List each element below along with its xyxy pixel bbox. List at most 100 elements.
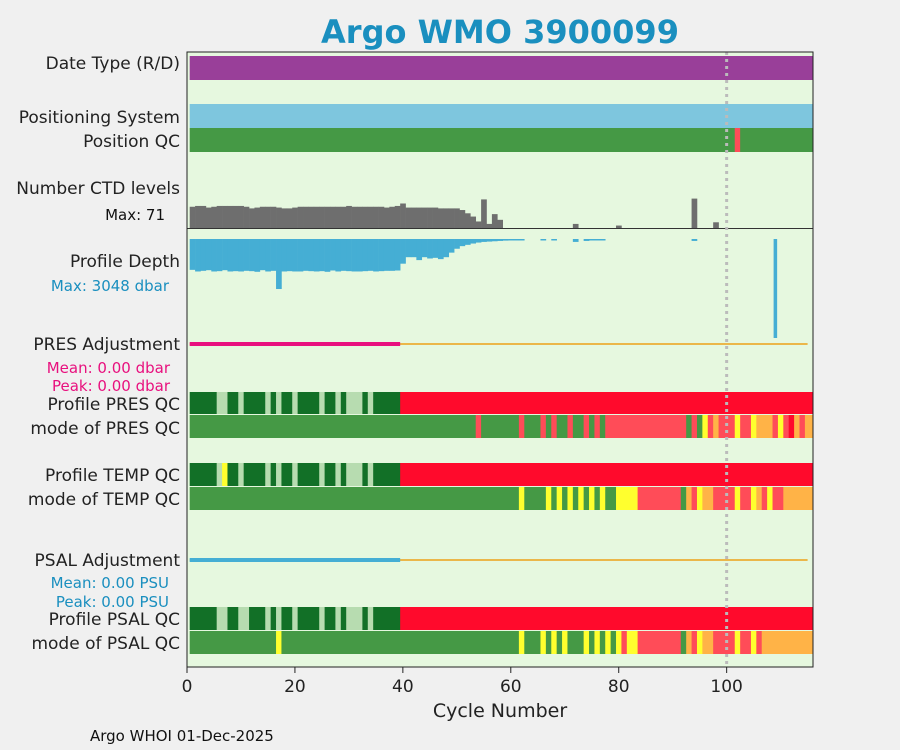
profile-depth-bar bbox=[205, 239, 212, 271]
mode-temp-qc-segment bbox=[578, 487, 585, 510]
profile-pres-qc-segment bbox=[216, 392, 228, 414]
profile-temp-qc-segment bbox=[319, 463, 326, 486]
ctd-level-bar bbox=[356, 206, 363, 228]
profile-temp-qc-segment bbox=[270, 463, 277, 486]
mode-pres-qc-segment bbox=[799, 415, 806, 438]
ctd-level-bar bbox=[713, 222, 719, 228]
mode-pres-qc-segment bbox=[540, 415, 547, 438]
mode-pres-qc-segment bbox=[481, 415, 520, 438]
mode-pres-qc-segment bbox=[788, 415, 795, 438]
profile-psal-qc-segment bbox=[367, 607, 374, 630]
mode-psal-qc-segment bbox=[551, 631, 558, 654]
mode-psal-qc-segment bbox=[599, 631, 606, 654]
mode-pres-qc-segment bbox=[707, 415, 714, 438]
position-qc-segment bbox=[189, 128, 736, 152]
profile-depth-bar bbox=[410, 239, 417, 258]
mode-psal-qc-segment bbox=[556, 631, 563, 654]
mode-pres-qc-segment bbox=[777, 415, 784, 438]
label-psal-adjustment: PSAL Adjustment bbox=[35, 551, 181, 571]
mode-temp-qc-segment bbox=[599, 487, 606, 510]
mode-psal-qc-segment bbox=[545, 631, 552, 654]
position-qc-row bbox=[189, 128, 814, 152]
mode-temp-qc-segment bbox=[680, 487, 687, 510]
profile-pres-qc-segment bbox=[324, 392, 336, 414]
ctd-level-bar bbox=[475, 221, 482, 228]
positioning-row bbox=[189, 104, 814, 128]
mode-pres-qc-segment bbox=[556, 415, 568, 438]
profile-temp-qc-segment bbox=[373, 463, 401, 486]
mode-pres-qc-segment bbox=[691, 415, 698, 438]
mode-pres-qc-segment bbox=[686, 415, 692, 438]
mode-temp-qc-segment bbox=[556, 487, 563, 510]
mode-pres-qc-segment bbox=[475, 415, 482, 438]
profile-depth-bar bbox=[319, 239, 325, 272]
ctd-level-bar bbox=[497, 219, 503, 228]
mode-pres-qc-segment bbox=[740, 415, 752, 438]
profile-psal-qc-segment bbox=[297, 607, 320, 630]
ctd-level-bar bbox=[211, 206, 217, 228]
ctd-level-bar bbox=[405, 207, 412, 228]
profile-temp-qc-segment bbox=[189, 463, 218, 486]
ctd-level-bar bbox=[394, 205, 401, 228]
profile-depth-bar bbox=[773, 239, 778, 338]
mode-temp-qc-segment bbox=[637, 487, 682, 510]
profile-depth-bar bbox=[227, 239, 234, 272]
profile-pres-qc-segment bbox=[227, 392, 239, 414]
profile-pres-qc-segment bbox=[270, 392, 277, 414]
profile-depth-bar bbox=[551, 239, 557, 241]
mode-pres-qc-segment bbox=[589, 415, 595, 438]
mode-temp-qc-segment bbox=[518, 487, 525, 510]
mode-pres-qc-segment bbox=[750, 415, 757, 438]
mode-pres-qc-segment bbox=[696, 415, 703, 438]
profile-depth-bar bbox=[340, 239, 347, 271]
mode-temp-qc-segment bbox=[189, 487, 520, 510]
profile-depth-bar bbox=[265, 239, 271, 272]
ctd-level-bar bbox=[303, 206, 309, 228]
profile-depth-bar bbox=[211, 239, 217, 272]
mode-temp-qc-segment bbox=[583, 487, 590, 510]
ctd-level-bar bbox=[432, 207, 439, 228]
ctd-level-bar bbox=[491, 214, 498, 228]
mode-psal-qc-segment bbox=[562, 631, 568, 654]
profile-depth-bar bbox=[238, 239, 244, 272]
label-profile-depth: Profile Depth bbox=[70, 252, 180, 272]
mode-pres-qc-segment bbox=[524, 415, 541, 438]
profile-depth-bar bbox=[276, 239, 282, 290]
x-tick-label: 0 bbox=[182, 677, 193, 697]
profile-temp-qc-segment bbox=[362, 463, 369, 486]
mode-psal-qc-segment bbox=[713, 631, 736, 654]
profile-temp-qc-row bbox=[189, 463, 814, 486]
profile-pres-qc-segment bbox=[281, 392, 293, 414]
profile-temp-qc-segment bbox=[265, 463, 272, 486]
mode-pres-qc-segment bbox=[567, 415, 574, 438]
profile-depth-bar bbox=[351, 239, 358, 272]
ctd-level-bar bbox=[464, 213, 471, 228]
profile-depth-bar bbox=[281, 239, 288, 272]
profile-psal-qc-segment bbox=[373, 607, 401, 630]
label-mode-temp-qc: mode of TEMP QC bbox=[28, 490, 180, 510]
ctd-level-bar bbox=[259, 206, 266, 228]
mode-pres-qc-segment bbox=[545, 415, 552, 438]
mode-psal-qc-segment bbox=[540, 631, 547, 654]
profile-temp-qc-segment bbox=[367, 463, 374, 486]
profile-psal-qc-segment bbox=[270, 607, 277, 630]
ctd-level-bar bbox=[276, 207, 282, 228]
ctd-level-bar bbox=[459, 210, 466, 228]
profile-depth-bar bbox=[389, 239, 396, 271]
ctd-level-bar bbox=[443, 208, 450, 228]
profile-temp-qc-segment bbox=[238, 463, 245, 486]
footer-source: Argo WHOI 01-Dec-2025 bbox=[90, 727, 274, 745]
profile-depth-bar bbox=[249, 239, 255, 272]
mode-pres-qc-segment bbox=[772, 415, 779, 438]
ctd-level-bar bbox=[448, 208, 455, 228]
profile-depth-bar bbox=[540, 239, 547, 241]
ctd-level-bar bbox=[616, 225, 622, 228]
mode-psal-qc-segment bbox=[189, 631, 277, 654]
mode-pres-qc-segment bbox=[610, 415, 687, 438]
ctd-level-bar bbox=[238, 205, 244, 228]
mode-psal-qc-segment bbox=[761, 631, 814, 654]
x-axis-ticks: 0 20 40 60 80 100 bbox=[182, 667, 743, 697]
mode-temp-qc-segment bbox=[616, 487, 639, 510]
